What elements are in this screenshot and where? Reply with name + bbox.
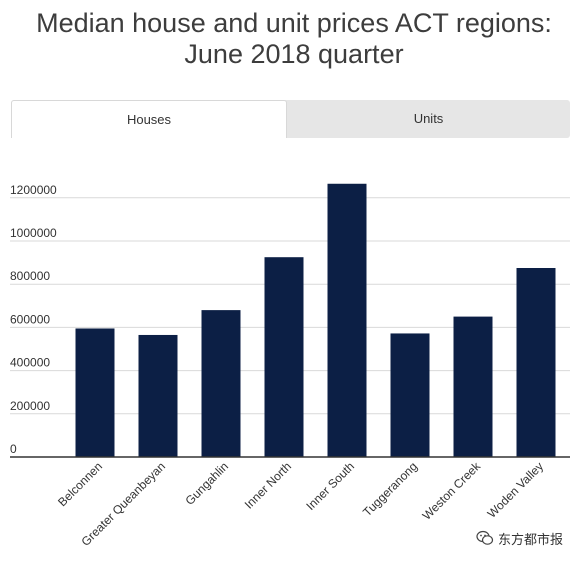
y-tick-label: 800000 [10,269,50,283]
chart-title-line1: Median house and unit prices ACT regions… [36,8,552,38]
tab-bar: Houses Units [11,100,570,138]
bar [390,333,430,457]
x-tick-label: Tuggeranong [360,459,420,519]
x-tick-label: Gungahlin [183,459,232,508]
y-tick-label: 400000 [10,356,50,370]
watermark: 东方都市报 [476,527,563,549]
tab-units[interactable]: Units [413,111,444,126]
bar-chart: 0 200000 400000 600000 800000 1000000 1200000 B… [10,183,570,549]
x-tick-label: Inner North [242,459,294,511]
x-tick-label: Weston Creek [420,459,484,523]
x-tick-label: Belconnen [55,459,105,509]
x-tick-label: Woden Valley [485,459,546,520]
x-tick-label: Inner South [303,459,357,513]
y-tick-label: 1200000 [10,183,57,197]
chart-title-line2: June 2018 quarter [184,39,404,69]
watermark-text: 东方都市报 [498,531,564,547]
bar [264,257,304,457]
y-tick-label: 200000 [10,399,50,413]
wechat-icon [476,530,494,545]
bar [201,310,241,457]
bar [138,334,178,457]
bar [327,183,367,457]
bar [453,316,493,457]
bar [75,328,115,457]
chart-title: Median house and unit prices ACT regions… [0,8,588,70]
tab-houses[interactable]: Houses [11,100,287,138]
y-tick-label: 1000000 [10,226,57,240]
bar [516,268,556,457]
y-tick-label: 600000 [10,312,50,326]
y-tick-label: 0 [10,442,17,456]
